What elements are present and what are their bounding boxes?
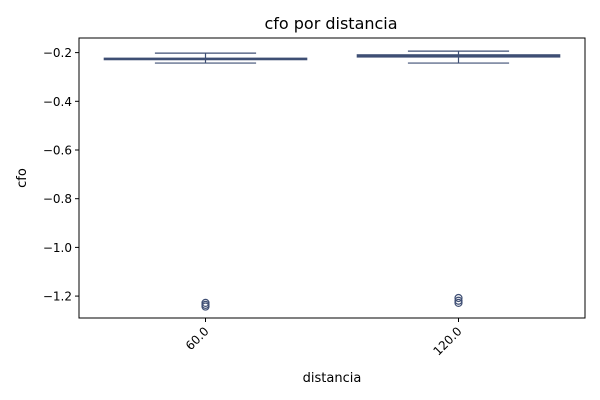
x-axis-label: distancia [303, 371, 362, 386]
y-tick-label: −1.0 [43, 241, 72, 255]
x-axis: 60.0 120.0 [183, 318, 465, 358]
chart-title: cfo por distancia [264, 14, 397, 33]
y-axis: −0.2 −0.4 −0.6 −0.8 −1.0 −1.2 [43, 46, 79, 304]
plot-frame [78, 37, 586, 319]
y-tick-label: −1.2 [43, 290, 72, 304]
x-tick-label: 60.0 [183, 324, 212, 353]
outlier-point [201, 302, 210, 311]
outlier-point [454, 296, 463, 305]
x-tick-label: 120.0 [430, 324, 464, 358]
outlier-point [454, 293, 463, 303]
box-60.0 [103, 52, 308, 311]
outlier-point [454, 298, 463, 308]
y-tick-label: −0.8 [43, 192, 72, 206]
y-tick-label: −0.4 [43, 95, 72, 109]
y-tick-label: −0.2 [43, 46, 72, 60]
box-120.0 [356, 50, 561, 308]
plot-area [103, 50, 561, 311]
y-tick-label: −0.6 [43, 144, 72, 158]
y-axis-label: cfo [15, 168, 30, 188]
